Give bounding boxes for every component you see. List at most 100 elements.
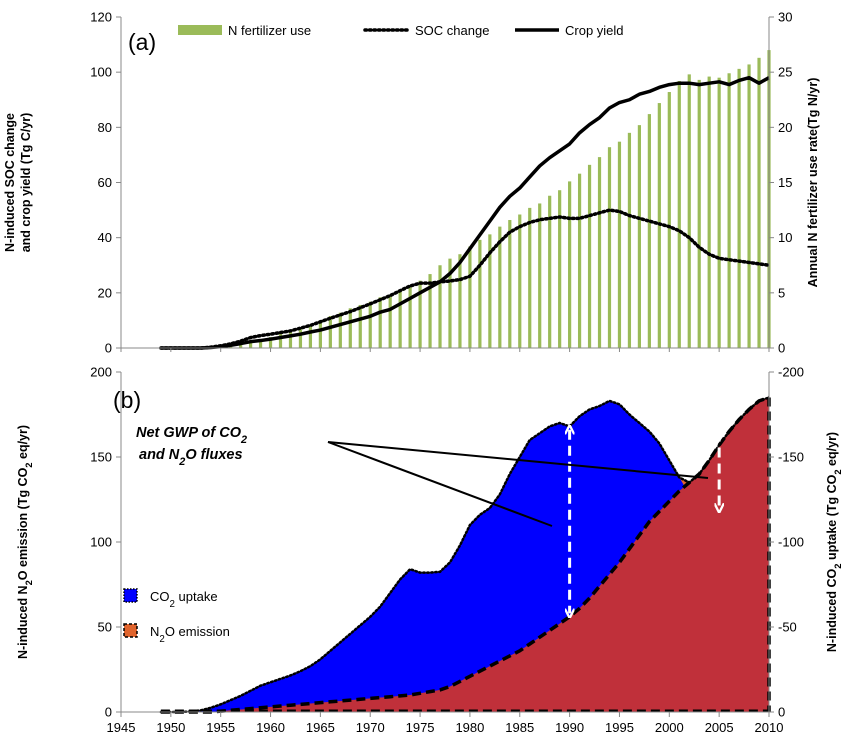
- fertilizer-bar: [548, 195, 552, 348]
- fertilizer-bar: [268, 336, 273, 348]
- tick-label-right-a: 20: [778, 120, 792, 135]
- fertilizer-bar: [398, 289, 402, 348]
- soc-change-line: [159, 208, 771, 350]
- fertilizer-bar: [318, 320, 322, 348]
- fertilizer-bar: [388, 295, 392, 348]
- fertilizer-bar: [587, 164, 592, 348]
- tick-label-x: 1950: [156, 720, 185, 735]
- legend-label-n2o: N2O emission: [150, 624, 230, 645]
- tick-label-right-b: -150: [778, 450, 804, 465]
- tick-label-right-b: -200: [778, 365, 804, 380]
- tick-label-x: 1945: [107, 720, 136, 735]
- fertilizer-bar: [278, 333, 283, 348]
- fertilizer-bar: [717, 77, 721, 349]
- fertilizer-bar: [677, 80, 681, 349]
- fertilizer-bar: [627, 132, 632, 348]
- fertilizer-bar: [667, 92, 671, 348]
- fertilizer-bar: [288, 331, 293, 348]
- fertilizer-bar: [428, 274, 432, 348]
- fertilizer-bar: [468, 246, 472, 348]
- legend-b: CO2 uptake N2O emission: [123, 588, 230, 645]
- fertilizer-bar: [348, 308, 352, 348]
- tick-label-right-b: -100: [778, 535, 804, 550]
- fertilizer-bar: [368, 301, 372, 348]
- fertilizer-bar: [617, 141, 622, 348]
- fertilizer-bar: [568, 181, 572, 348]
- fertilizer-bar: [687, 74, 691, 349]
- fertilizer-bar: [558, 190, 562, 348]
- tick-label-left-a: 120: [90, 10, 112, 25]
- legend-swatch-fertilizer: [178, 25, 222, 35]
- gwp-annotation-line2: and N2O fluxes: [139, 447, 243, 468]
- fertilizer-bar: [458, 254, 462, 348]
- fertilizer-bar: [577, 173, 582, 348]
- legend-label-co2: CO2 uptake: [150, 589, 218, 610]
- tick-label-right-a: 0: [778, 341, 785, 356]
- tick-label-left-b: 50: [98, 620, 112, 635]
- legend-a: N fertilizer use SOC change Crop yield: [178, 23, 624, 38]
- fertilizer-bar: [478, 239, 482, 348]
- tick-label-x: 1985: [505, 720, 534, 735]
- fertilizer-bar: [518, 214, 522, 348]
- annotation-pointer-1: [327, 441, 553, 527]
- fertilizer-bar: [538, 203, 542, 348]
- tick-label-x: 1975: [406, 720, 435, 735]
- fertilizer-bar: [328, 316, 332, 348]
- tick-label-x: 1965: [306, 720, 335, 735]
- tick-label-left-b: 200: [90, 365, 112, 380]
- fertilizer-bar: [488, 234, 492, 348]
- tick-label-left-b: 0: [105, 705, 112, 720]
- fertilizer-bar: [737, 68, 741, 349]
- fertilizer-bar: [607, 147, 612, 348]
- fertilizer-bar: [637, 125, 641, 348]
- co2-uptake-outline: [159, 396, 771, 714]
- fertilizer-bar: [418, 280, 422, 348]
- gwp-annotation-line1: Net GWP of CO2: [136, 425, 247, 446]
- tick-label-x: 1970: [356, 720, 385, 735]
- fertilizer-bar: [338, 312, 342, 348]
- tick-label-left-a: 60: [98, 175, 112, 190]
- fertilizer-bar: [258, 339, 263, 348]
- tick-label-right-b: 0: [778, 705, 785, 720]
- tick-label-x: 2005: [705, 720, 734, 735]
- fertilizer-bar: [298, 328, 303, 348]
- tick-label-left-a: 40: [98, 230, 112, 245]
- y-axis-label-right-b: N-induced CO2 uptake (Tg CO2 eq/yr): [825, 432, 842, 652]
- tick-label-left-b: 100: [90, 535, 112, 550]
- area-layers: [160, 397, 769, 712]
- fertilizer-bar: [707, 76, 711, 348]
- tick-label-x: 1990: [555, 720, 584, 735]
- fertilizer-bar: [498, 226, 502, 348]
- tick-label-right-a: 25: [778, 65, 792, 80]
- y-axis-label-left-a: N-induced SOC change and crop yield (Tg C…: [3, 113, 33, 253]
- tick-label-right-a: 10: [778, 230, 792, 245]
- tick-label-right-a: 15: [778, 175, 792, 190]
- fertilizer-bar: [697, 79, 701, 348]
- legend-swatch-n2o: [123, 623, 138, 638]
- fertilizer-bar: [378, 297, 382, 348]
- tick-label-right-a: 5: [778, 285, 785, 300]
- legend-label-fertilizer: N fertilizer use: [228, 23, 311, 38]
- fertilizer-bar: [747, 64, 751, 348]
- fertilizer-bar: [597, 157, 602, 348]
- n2o-emission-outline: [160, 395, 770, 714]
- tick-label-x: 1995: [605, 720, 634, 735]
- legend-label-soc: SOC change: [415, 23, 489, 38]
- fertilizer-bar: [757, 57, 761, 348]
- y-axis-label-left-b: N-induced N2O emission (Tg CO2 eq/yr): [16, 425, 34, 659]
- y-axis-label-right-a: Annual N fertilizer use rate(Tg N/yr): [806, 78, 820, 288]
- tick-label-left-a: 20: [98, 285, 112, 300]
- fertilizer-bar: [408, 286, 412, 348]
- tick-label-left-a: 80: [98, 120, 112, 135]
- legend-swatch-co2: [123, 588, 138, 603]
- fertilizer-bar: [508, 220, 512, 348]
- annotation-pointer-2: [327, 441, 709, 479]
- fertilizer-bar: [438, 265, 442, 348]
- fertilizer-bar: [308, 324, 313, 348]
- tick-label-x: 1960: [256, 720, 285, 735]
- tick-label-x: 2010: [755, 720, 784, 735]
- tick-label-right-b: -50: [778, 620, 797, 635]
- panel-label-a: (a): [128, 29, 156, 55]
